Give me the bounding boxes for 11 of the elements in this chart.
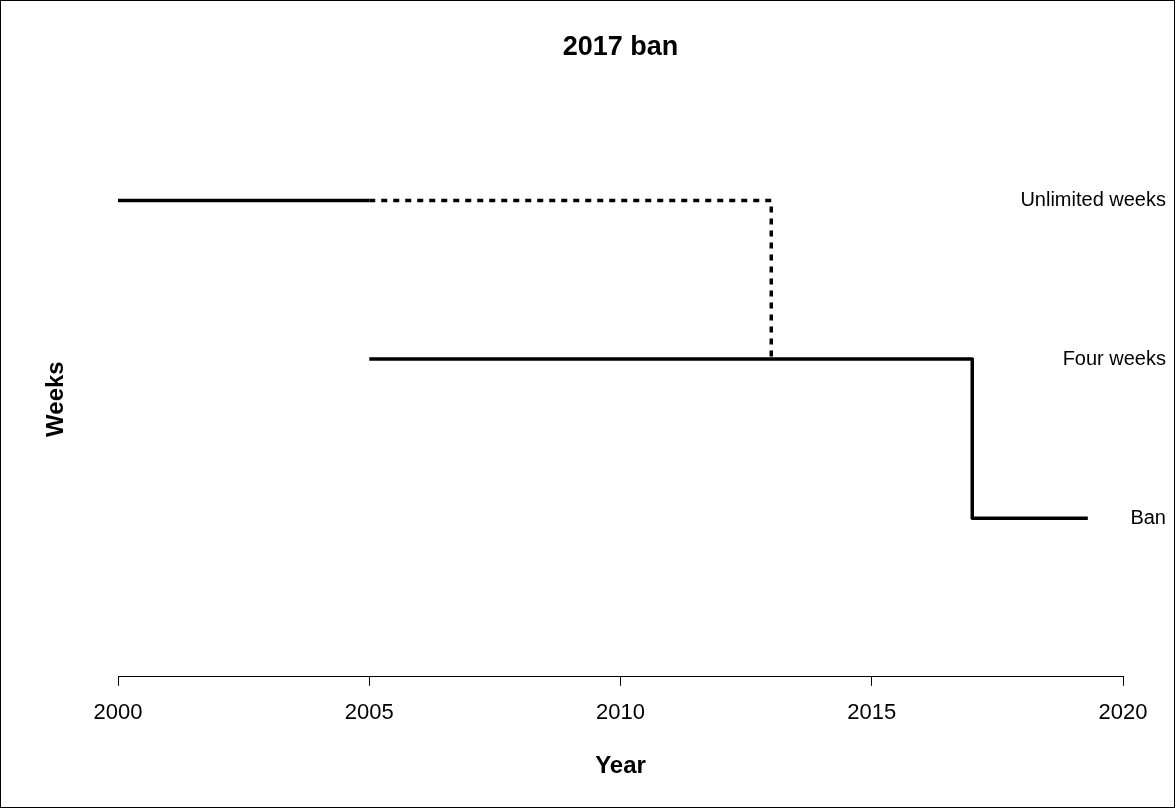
x-tick-label: 2020 [1098, 699, 1148, 725]
text: Ban [1130, 505, 1166, 528]
annotation: Unlimited weeks [1020, 188, 1166, 210]
x-tick-label: 2000 [93, 699, 143, 725]
chart-title: 2017 ban [562, 30, 679, 61]
y-axis-title: Weeks [40, 361, 68, 437]
x-tick-label: 2015 [847, 699, 897, 725]
x-tick-label: 2005 [344, 699, 394, 725]
annotation: Four weeks [1062, 346, 1166, 369]
x-axis-title: Year [595, 751, 646, 779]
x-tick-label: 2010 [596, 699, 645, 725]
